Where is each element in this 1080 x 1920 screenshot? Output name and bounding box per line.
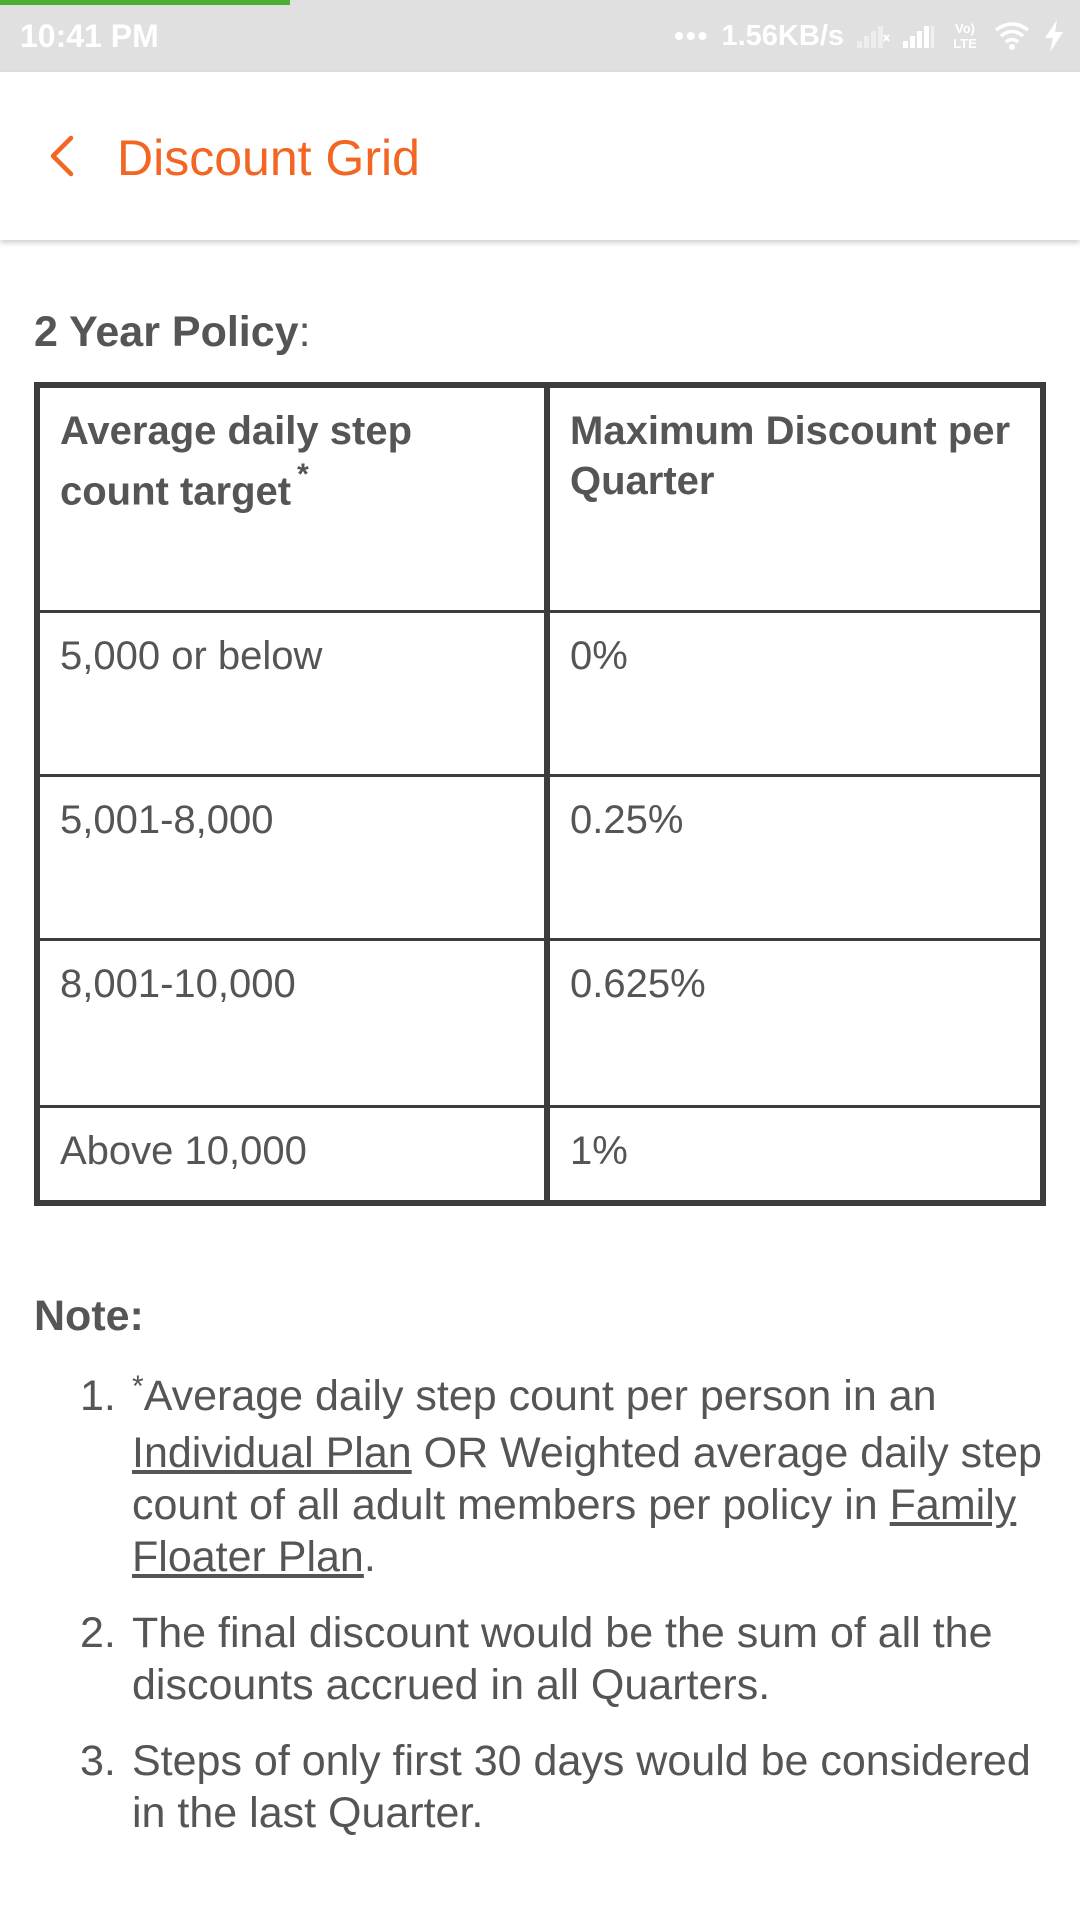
step-range-cell: 8,001-10,000 [37, 938, 547, 1108]
header-max-discount: Maximum Discount per Quarter [547, 385, 1043, 613]
note-number: 1. [80, 1372, 116, 1420]
svg-text:Vo): Vo) [955, 21, 975, 36]
wifi-icon [994, 21, 1030, 51]
note-number: 2. [80, 1609, 116, 1657]
individual-plan-link[interactable]: Individual Plan [132, 1429, 412, 1477]
note-item-3: 3. Steps of only first 30 days would be … [80, 1735, 1050, 1839]
policy-heading-label: 2 Year Policy [34, 308, 299, 356]
status-time: 10:41 PM [20, 18, 159, 54]
table-row: 8,001-10,000 0.625% [37, 938, 1043, 1108]
table-row: Above 10,000 1% [37, 1105, 1043, 1203]
notification-dots: ••• [674, 20, 710, 51]
table-header-row: Average daily step count target * Maximum… [37, 385, 1043, 613]
app-bar: Discount Grid [0, 72, 1080, 240]
note-text: The final discount would be the sum of a… [132, 1609, 993, 1709]
asterisk-mark: * [297, 458, 309, 491]
step-range-cell: Above 10,000 [37, 1105, 547, 1203]
table-row: 5,001-8,000 0.25% [37, 774, 1043, 941]
header-step-count-line2: count target [60, 469, 292, 514]
discount-cell: 1% [547, 1105, 1043, 1203]
status-bar: 10:41 PM ••• 1.56KB/s [0, 0, 1080, 72]
step-range-cell: 5,000 or below [37, 610, 547, 777]
status-icons: ••• 1.56KB/s [674, 16, 1066, 56]
table-row: 5,000 or below 0% [37, 610, 1043, 777]
discount-cell: 0.625% [547, 938, 1043, 1108]
back-button[interactable] [34, 128, 90, 184]
charging-bolt-icon [1042, 19, 1066, 53]
loading-progress-bar [0, 0, 290, 5]
network-speed: 1.56KB/s [721, 19, 844, 52]
note-item-1: 1. *Average daily step count per person … [80, 1370, 1050, 1583]
note-text: OR Weighted average daily step count of … [132, 1429, 1042, 1529]
policy-heading-colon: : [298, 308, 311, 356]
step-range-cell: 5,001-8,000 [37, 774, 547, 941]
header-step-count-target: Average daily step count target * [37, 385, 547, 613]
note-text: Average daily step count per person in a… [143, 1372, 937, 1420]
note-item-2: 2. The final discount would be the sum o… [80, 1607, 1050, 1711]
notes-list: 1. *Average daily step count per person … [80, 1370, 1050, 1863]
signal-weak-icon [856, 23, 890, 49]
asterisk-mark: * [132, 1370, 144, 1403]
page-title: Discount Grid [117, 130, 420, 186]
discount-cell: 0.25% [547, 774, 1043, 941]
note-heading: Note: [34, 1292, 144, 1340]
signal-strong-icon [902, 23, 936, 49]
note-text: . [363, 1533, 376, 1581]
policy-heading: 2 Year Policy: [34, 306, 311, 358]
family-floater-plan-link[interactable]: Family Floater Plan [132, 1481, 1017, 1581]
svg-text:LTE: LTE [953, 36, 977, 51]
discount-grid-table: Average daily step count target * Maximum… [34, 382, 1046, 1206]
chevron-left-icon [50, 135, 74, 177]
header-step-count-line1: Average daily step [60, 409, 413, 453]
note-text: Steps of only first 30 days would be con… [132, 1737, 1031, 1837]
volte-icon: Vo) LTE [948, 19, 982, 53]
discount-cell: 0% [547, 610, 1043, 777]
note-number: 3. [80, 1737, 116, 1785]
